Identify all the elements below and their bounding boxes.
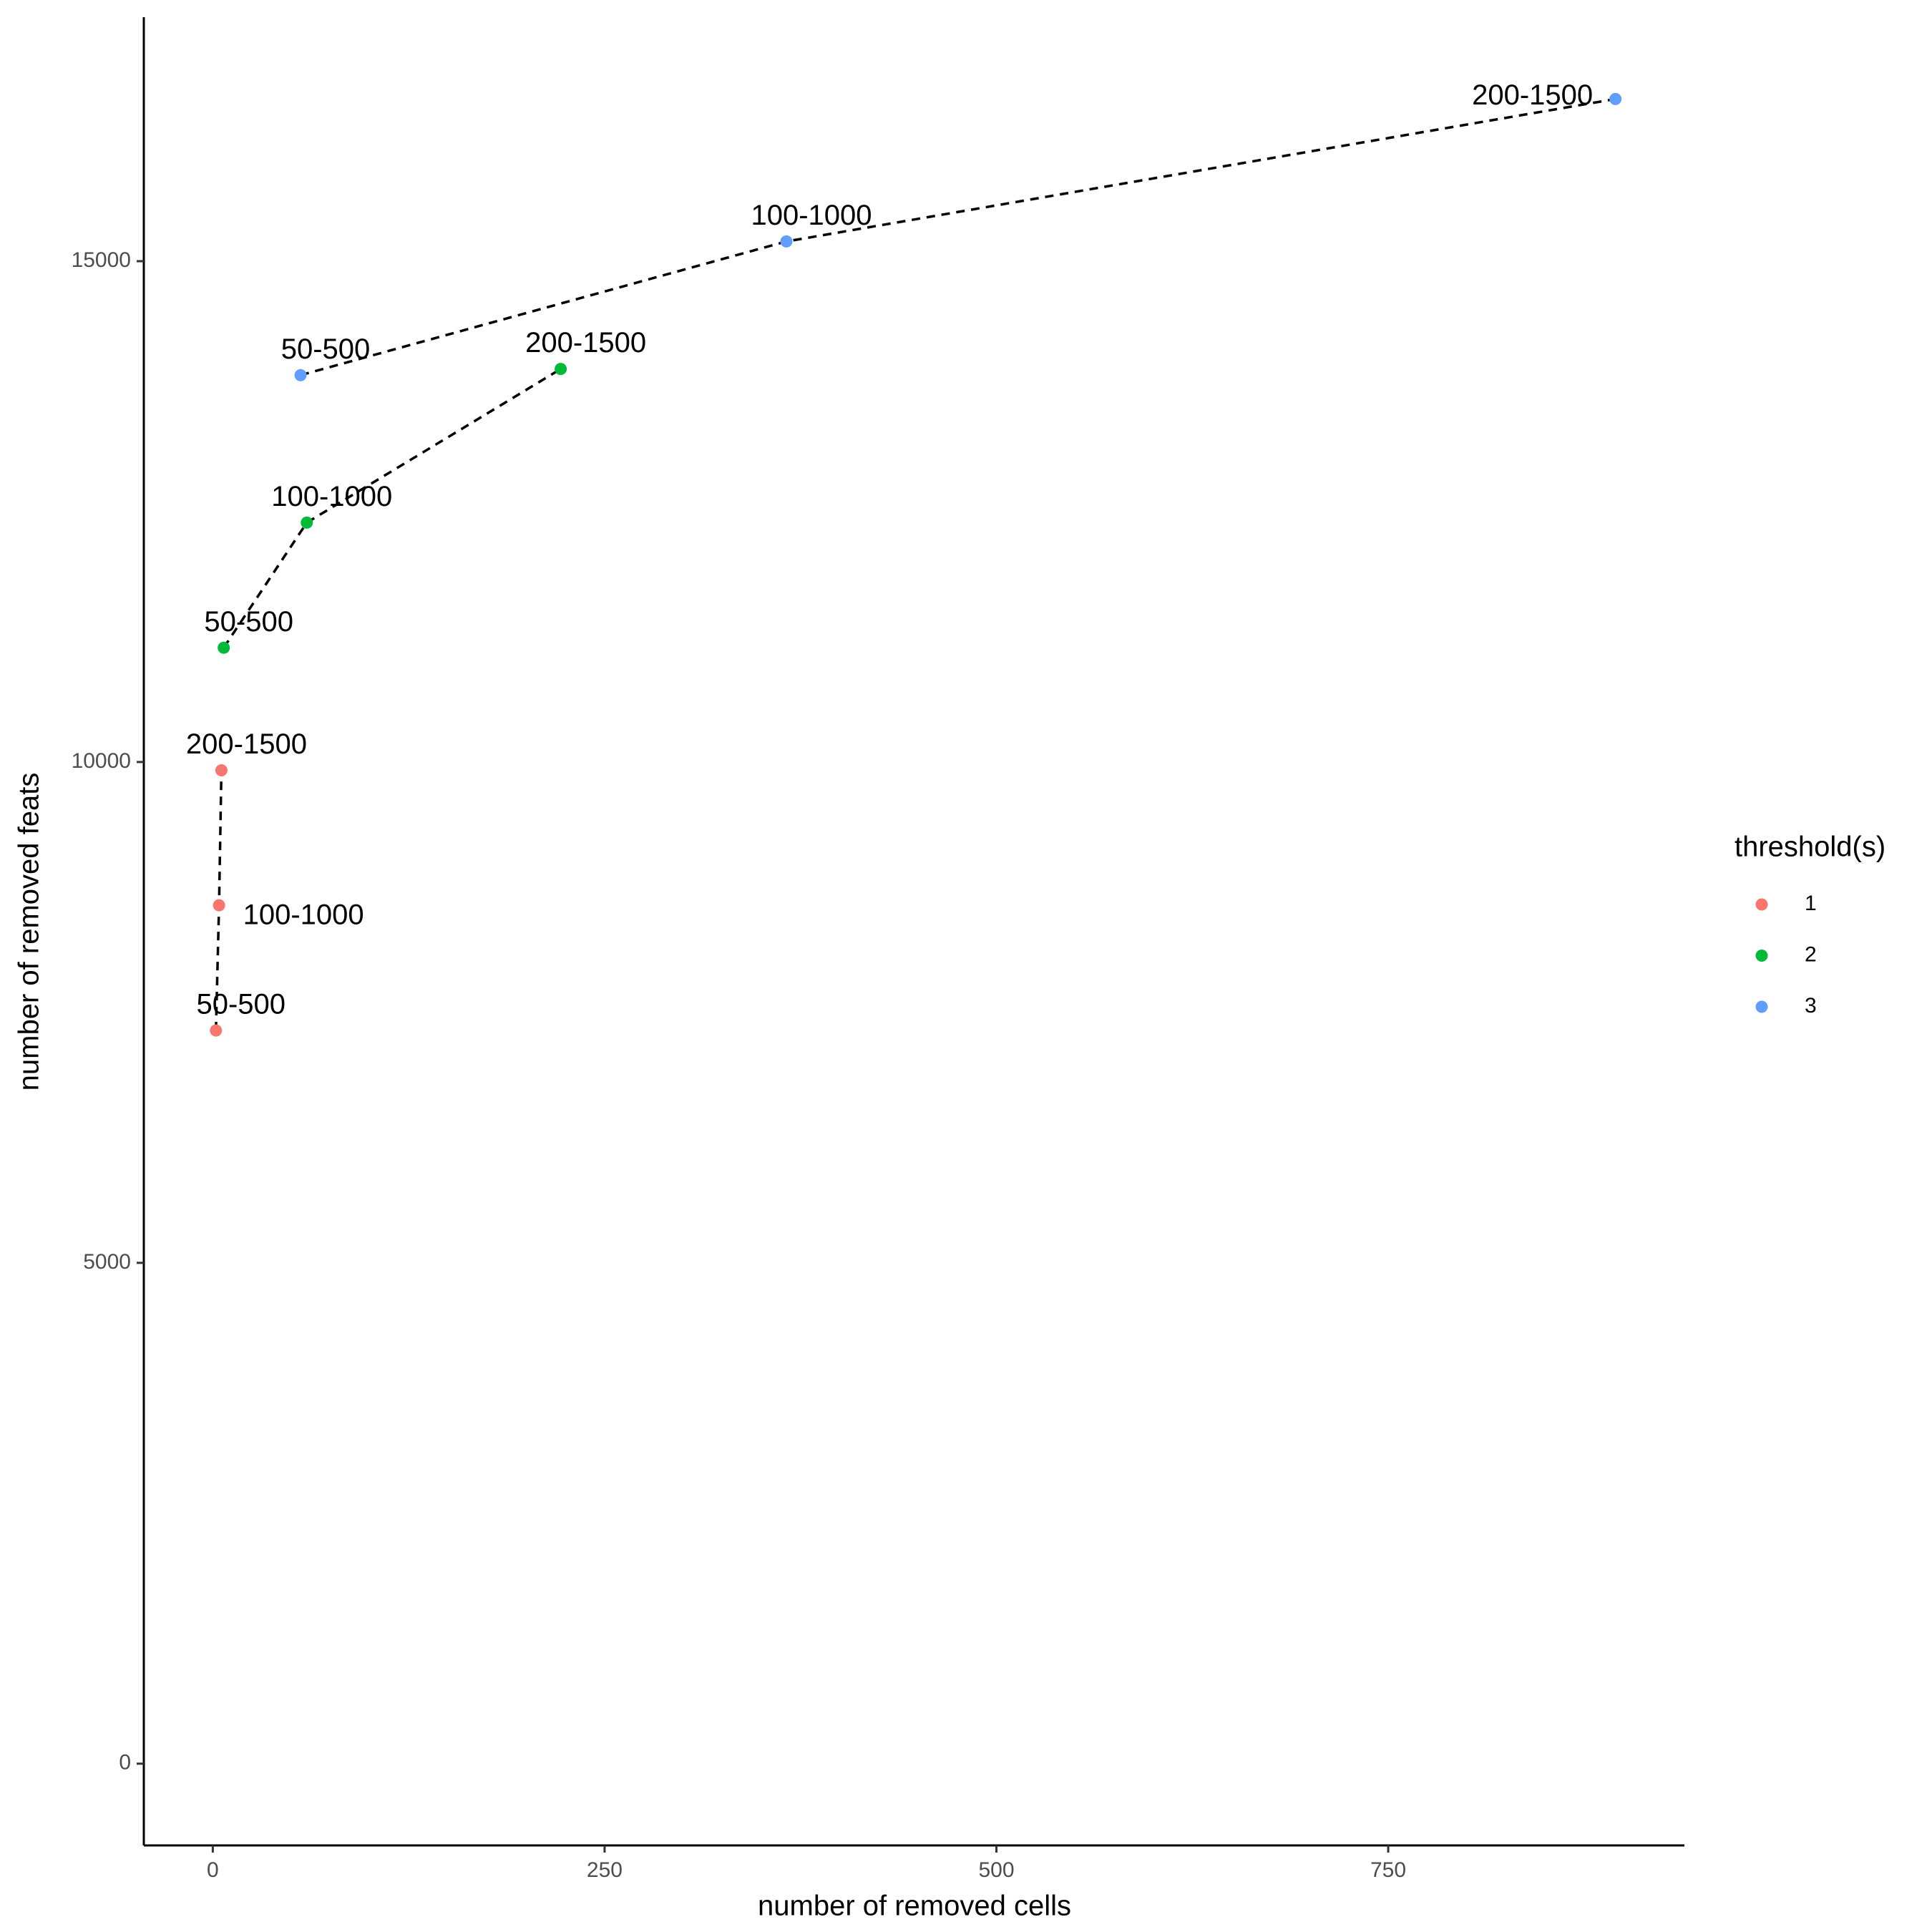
y-axis-title: number of removed feats <box>14 773 45 1091</box>
legend-label: 2 <box>1805 942 1817 966</box>
legend-label: 3 <box>1805 994 1817 1018</box>
x-tick-label: 750 <box>1370 1858 1406 1882</box>
point <box>294 369 307 381</box>
point <box>555 363 567 376</box>
point-label: 100-1000 <box>271 481 392 512</box>
legend-key <box>1755 950 1768 962</box>
x-tick-label: 250 <box>587 1858 623 1882</box>
point-label: 100-1000 <box>751 200 872 231</box>
point-label: 50-500 <box>204 606 293 638</box>
point-label: 200-1500 <box>186 728 307 760</box>
point <box>218 641 230 654</box>
x-tick-label: 0 <box>207 1858 219 1882</box>
point-label: 50-500 <box>281 333 371 365</box>
point <box>210 1024 223 1037</box>
legend-key <box>1755 898 1768 911</box>
point-label: 50-500 <box>196 989 286 1020</box>
x-axis-title: number of removed cells <box>758 1890 1071 1922</box>
series-line <box>300 97 1616 376</box>
y-tick-label: 15000 <box>72 248 131 272</box>
point <box>213 899 225 912</box>
y-tick-label: 0 <box>119 1751 131 1775</box>
point <box>780 235 793 248</box>
point <box>301 516 313 529</box>
legend-title: threshold(s) <box>1735 831 1885 863</box>
point <box>215 764 228 777</box>
point-label: 100-1000 <box>243 899 364 931</box>
legend-key <box>1755 1000 1768 1013</box>
x-tick-label: 500 <box>978 1858 1014 1882</box>
legend-label: 1 <box>1805 892 1817 915</box>
series-line <box>223 368 562 649</box>
y-tick-label: 5000 <box>83 1250 131 1274</box>
point-label: 200-1500 <box>525 327 646 358</box>
point <box>1609 92 1622 105</box>
y-tick-label: 10000 <box>72 749 131 773</box>
point-label: 200-1500 <box>1472 79 1593 111</box>
